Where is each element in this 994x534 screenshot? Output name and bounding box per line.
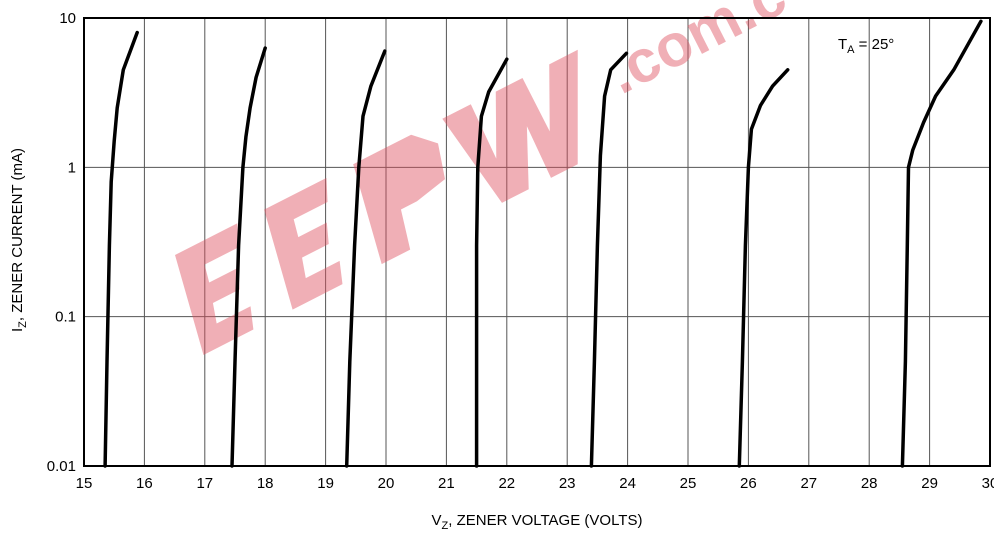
zener-curve-6 (737, 68, 790, 468)
x-tick-label: 25 (680, 475, 697, 492)
x-tick-label: 19 (317, 475, 334, 492)
x-tick-label: 16 (136, 475, 153, 492)
watermark-logo: .com.c (175, 0, 796, 355)
x-tick-label: 15 (76, 475, 93, 492)
zener-curve-5 (589, 51, 629, 468)
zener-curve-2 (230, 46, 267, 468)
x-tick-label: 22 (498, 475, 515, 492)
x-tick-labels: 15 16 17 18 19 20 21 22 23 24 25 26 27 28 29 30 (76, 475, 994, 492)
x-tick-label: 29 (921, 475, 938, 492)
plot-frame (83, 17, 991, 467)
zener-curve-3 (344, 49, 387, 468)
x-tick-label: 23 (559, 475, 576, 492)
x-tick-label: 17 (196, 475, 213, 492)
zener-curve-4 (474, 57, 509, 468)
zener-curve-7 (900, 19, 983, 468)
x-tick-label: 27 (800, 475, 817, 492)
y-tick-labels: 0.01 0.1 1 10 (47, 10, 76, 475)
y-axis-title: IZ, ZENER CURRENT (mA) (9, 148, 29, 332)
x-tick-label: 20 (378, 475, 395, 492)
x-axis-title: VZ, ZENER VOLTAGE (VOLTS) (432, 512, 643, 532)
grid (83, 17, 991, 467)
curves (103, 19, 983, 468)
x-tick-label: 24 (619, 475, 636, 492)
temperature-annotation: TA = 25° (838, 36, 894, 56)
x-tick-label: 30 (982, 475, 994, 492)
x-tick-label: 21 (438, 475, 455, 492)
x-tick-label: 28 (861, 475, 878, 492)
x-tick-label: 26 (740, 475, 757, 492)
x-tick-label: 18 (257, 475, 274, 492)
zener-curve-1 (103, 30, 139, 468)
y-tick-label: 1 (68, 159, 76, 176)
y-tick-label: 0.01 (47, 458, 76, 475)
y-tick-label: 10 (59, 10, 76, 27)
y-tick-label: 0.1 (55, 309, 76, 326)
